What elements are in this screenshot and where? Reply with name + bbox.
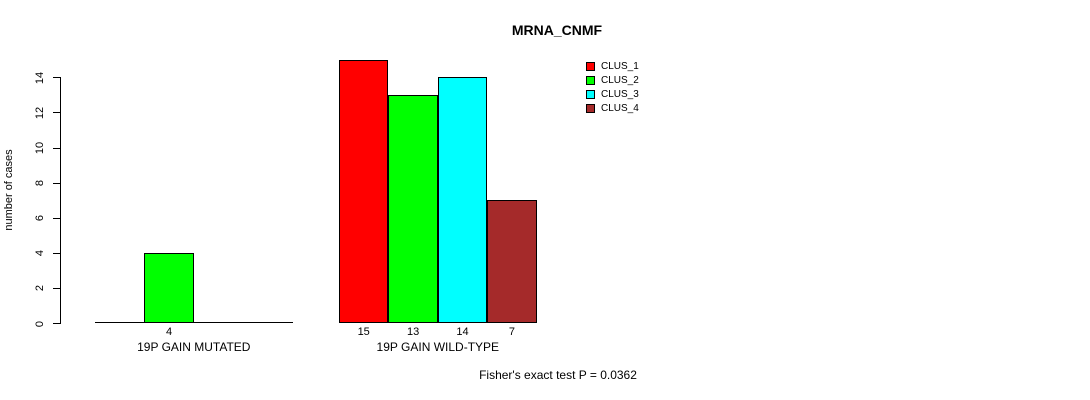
legend-swatch <box>586 103 595 113</box>
legend-item: CLUS_3 <box>586 87 639 101</box>
y-tick-label: 2 <box>34 285 46 292</box>
legend-swatch <box>586 61 595 71</box>
group-label: 19P GAIN MUTATED <box>137 340 251 354</box>
legend-label: CLUS_2 <box>601 74 639 86</box>
legend: CLUS_1 CLUS_2 CLUS_3 CLUS_4 <box>586 59 639 115</box>
legend-swatch <box>586 89 595 99</box>
legend-item: CLUS_2 <box>586 73 639 87</box>
y-tick <box>53 252 60 254</box>
group-label: 19P GAIN WILD-TYPE <box>376 340 500 354</box>
group-baseline <box>95 322 293 323</box>
bar-value-label: 13 <box>406 326 420 338</box>
y-tick-label: 12 <box>34 106 46 120</box>
bar-clus_2 <box>144 252 194 323</box>
legend-item: CLUS_4 <box>586 101 639 115</box>
footer-annotation: Fisher's exact test P = 0.0362 <box>479 368 637 382</box>
bar-value-label: 7 <box>508 326 515 338</box>
y-axis-line <box>60 77 61 324</box>
y-tick <box>53 147 60 149</box>
y-tick <box>53 323 60 324</box>
legend-label: CLUS_4 <box>601 102 639 114</box>
y-tick-label: 6 <box>34 215 46 222</box>
bar-clus_2 <box>388 94 438 323</box>
bar-clus_3 <box>437 77 488 323</box>
bar-value-label: 15 <box>357 326 370 338</box>
y-tick <box>53 77 60 79</box>
bar-value-label: 14 <box>456 326 469 338</box>
legend-label: CLUS_3 <box>601 88 639 100</box>
y-tick <box>53 112 60 114</box>
legend-swatch <box>586 75 595 85</box>
y-tick-label: 8 <box>34 180 46 187</box>
chart-title: MRNA_CNMF <box>511 22 603 38</box>
y-tick <box>53 182 60 184</box>
y-tick <box>53 217 60 219</box>
y-tick-label: 14 <box>34 71 46 84</box>
legend-label: CLUS_1 <box>601 60 639 72</box>
bar-clus_1 <box>339 59 389 324</box>
legend-item: CLUS_1 <box>586 59 639 73</box>
y-tick-label: 10 <box>34 141 46 155</box>
y-tick-label: 0 <box>34 320 46 327</box>
y-tick <box>53 287 60 289</box>
bar-clus_4 <box>487 200 537 323</box>
bar-value-label: 4 <box>166 326 173 338</box>
y-tick-label: 4 <box>34 250 46 257</box>
